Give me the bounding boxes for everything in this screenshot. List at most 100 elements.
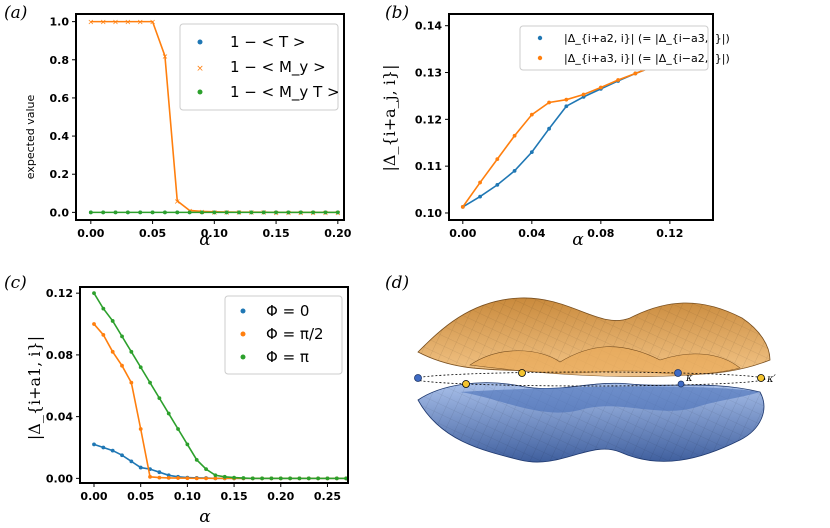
panel-c-ytick-label: 0.12	[46, 287, 73, 300]
panel-b-frame	[448, 13, 714, 221]
panel-a-yticks: 0.0 0.2 0.4 0.6 0.8 1.0	[50, 16, 76, 219]
panel-c-series-1-point	[129, 380, 134, 385]
panel-a-xtick-label: 0.15	[263, 227, 290, 240]
panel-a-xticks: 0.00 0.05 0.10 0.15 0.20	[77, 220, 352, 240]
panel-a-series-1-point: ×	[137, 18, 144, 27]
panel-c-series-1-point	[176, 476, 180, 480]
panel-a-series-2-point	[237, 210, 241, 215]
panel-c-series-group	[92, 291, 348, 481]
panel-a-series-1-point: ×	[100, 18, 107, 27]
panel-c-series-2-point	[325, 476, 330, 481]
node-point-yellow-1	[462, 380, 470, 388]
panel-b-series-0-point	[512, 168, 517, 173]
panel-a-xtick-label: 0.10	[201, 227, 228, 240]
panel-c-legend-box	[224, 295, 343, 375]
panel-d: (d) κ κ′	[385, 273, 777, 463]
panel-a-series-1-point: ×	[87, 18, 94, 27]
panel-c-xtick-label: 0.10	[174, 490, 201, 503]
panel-c-series-2-point	[204, 467, 208, 472]
panel-a-series-2-point	[125, 210, 130, 215]
panel-a-series-2-point	[187, 210, 192, 215]
panel-c-series-2-point	[166, 411, 171, 416]
panel-b-legend-text-0: |Δ_{i+a2, i}| (= |Δ_{i−a3, i}|)	[564, 32, 730, 45]
panel-a-series-2-point	[175, 210, 180, 215]
panel-c-xticks: 0.00 0.05 0.10 0.15 0.20 0.25	[80, 483, 341, 503]
panel-c-series-2-point	[129, 349, 134, 354]
panel-c-series-2-point	[138, 365, 143, 370]
panel-a-ytick-label: 0.8	[50, 54, 70, 67]
panel-c: (c) |Δ_{i+a1, i}| α 0.00 0.04 0.08 0.12 0.0…	[4, 273, 349, 527]
panel-a-legend-marker-2	[197, 89, 203, 95]
panel-c-series-2-point	[92, 291, 96, 296]
panel-c-series-1-point	[157, 475, 162, 480]
panel-c-series-0-point	[92, 442, 96, 447]
panel-c-ytick-label: 0.00	[46, 472, 73, 485]
panel-b-series-0-point	[564, 104, 569, 109]
panel-b-series-1-point	[581, 92, 586, 97]
panel-a-series-2-point	[101, 210, 106, 215]
panel-c-series-1-point	[204, 476, 208, 481]
panel-b-legend-marker-1	[537, 55, 543, 61]
panel-a-series-1-point: ×	[112, 18, 119, 27]
panel-c-xtick-label: 0.20	[267, 490, 294, 503]
panel-b-ytick-label: 0.11	[415, 160, 442, 173]
panel-a-xtick-label: 0.05	[139, 227, 166, 240]
panel-a-marks: ×××××××××××××××××××××	[87, 18, 341, 218]
panel-c-series-2-point	[297, 476, 302, 481]
panel-c-series-2-point	[222, 474, 227, 479]
lower-band-fold	[460, 386, 760, 413]
panel-c-series-2-point	[288, 476, 293, 481]
panel-c-series-1-point	[92, 322, 96, 326]
panel-b-series-1-point	[460, 204, 465, 209]
panel-b-legend-box	[519, 25, 709, 71]
panel-d-label: (d)	[385, 273, 409, 293]
panel-c-legend-text-0: Φ = 0	[266, 302, 309, 320]
panel-c-series-1-point	[185, 476, 190, 481]
panel-a-series-2-point	[274, 210, 278, 215]
panel-c-series-0-point	[138, 465, 143, 470]
panel-a: (a) expected value α 0.00.20.40.60.81.0 …	[4, 3, 352, 250]
kappa-prime-label: κ′	[766, 374, 777, 385]
node-point-left	[414, 374, 422, 382]
panel-a-ytick-label: 1.0	[50, 16, 70, 29]
panel-a-label: (a)	[4, 3, 27, 23]
panel-c-series-1-point	[120, 363, 124, 368]
panel-a-series-2-point	[249, 210, 254, 215]
panel-c-legend: Φ = 0 Φ = π/2 Φ = π	[224, 295, 343, 375]
panel-c-series-1-point	[166, 476, 171, 480]
panel-b-xtick-label: 0.12	[656, 227, 683, 240]
panel-b-label: (b)	[385, 3, 409, 23]
panel-a-legend-marker-1: ×	[196, 64, 204, 74]
panel-c-series-0-point	[120, 453, 124, 458]
panel-b-series-0-point	[547, 126, 551, 131]
node-point-yellow-2	[518, 369, 526, 377]
panel-c-legend-text-2: Φ = π	[266, 348, 309, 366]
panel-b-series-0-point	[529, 150, 534, 155]
panel-c-frame	[79, 286, 349, 484]
panel-b-series-0-point	[495, 182, 500, 187]
panel-c-series-2-point	[316, 476, 321, 481]
panel-c-legend-text-1: Φ = π/2	[266, 325, 324, 343]
panel-c-xtick-label: 0.00	[80, 490, 107, 503]
panel-b-yticks: 0.10 0.11 0.12 0.13 0.14	[415, 20, 449, 220]
panel-a-xtick-label: 0.20	[324, 227, 351, 240]
panel-a-series-2-point	[261, 210, 266, 215]
panel-a-series-2-point	[163, 210, 167, 215]
panel-c-series-1-point	[213, 476, 218, 481]
panel-b-series-0-point	[478, 194, 482, 199]
panel-c-series-1-point	[101, 332, 106, 337]
panel-c-series-2-point	[110, 319, 115, 323]
panel-c-xtick-label: 0.25	[314, 490, 341, 503]
panel-a-legend-text-1: 1 − < M_y >	[230, 58, 326, 77]
panel-c-series-0-point	[110, 448, 115, 453]
panel-b-legend-text-1: |Δ_{i+a3, i}| (= |Δ_{i−a2, i}|)	[564, 52, 730, 65]
panel-c-series-2-point	[148, 380, 152, 385]
panel-b-marks	[460, 47, 707, 209]
panel-c-xlabel: α	[199, 507, 211, 527]
panel-a-series-2-point	[224, 210, 229, 215]
panel-b-series-1-point	[512, 133, 517, 138]
panel-b-series-1-point	[564, 97, 569, 102]
panel-c-series-0-point	[129, 459, 134, 464]
panel-a-series-2-point	[335, 210, 340, 215]
node-point-blue-2	[677, 380, 685, 388]
